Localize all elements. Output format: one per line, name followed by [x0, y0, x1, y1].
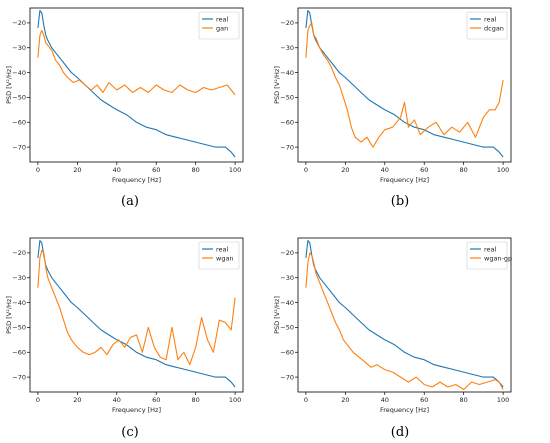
panel-caption-b: (b): [391, 194, 409, 209]
subplot-a: 0 20 40 60 80 100 −20 −30 −40 −50 −60 −70 Frequency …: [5, 7, 244, 209]
x-tick-label: 100: [229, 396, 241, 404]
y-tick-label: −70: [12, 143, 26, 151]
x-tick-label: 0: [304, 166, 308, 174]
y-axis-label: PSD [V²/Hz]: [273, 66, 281, 104]
y-tick-label: −30: [280, 274, 294, 282]
y-tick-label: −50: [280, 324, 294, 332]
y-tick-label: −50: [280, 94, 294, 102]
y-tick-label: −50: [12, 94, 26, 102]
panel-caption-a: (a): [121, 194, 139, 209]
x-tick-label: 20: [341, 396, 349, 404]
y-tick-label: −60: [12, 119, 26, 127]
subplot-b: 0 20 40 60 80 100 −20 −30 −40 −50 −60 −70 Frequency …: [273, 7, 512, 209]
x-axis-label: Frequency [Hz]: [112, 176, 161, 184]
y-axis-label: PSD [V²/Hz]: [5, 296, 13, 334]
x-tick-label: 0: [36, 396, 40, 404]
legend-label: real: [484, 245, 497, 253]
series-line-wgan: [37, 249, 236, 366]
series-line-gan: [37, 29, 236, 96]
x-tick-label: 100: [497, 166, 509, 174]
plot-frame: [297, 237, 512, 393]
plot-frame: [29, 237, 244, 393]
legend-label: dcgan: [484, 24, 504, 32]
x-tick-label: 100: [229, 166, 241, 174]
y-tick-label: −20: [280, 249, 294, 257]
x-tick-label: 80: [192, 396, 200, 404]
x-tick-label: 60: [420, 396, 428, 404]
y-tick-label: −50: [12, 324, 26, 332]
y-tick-label: −20: [280, 19, 294, 27]
x-axis-label: Frequency [Hz]: [380, 406, 429, 414]
legend-label: wgan: [216, 254, 234, 262]
legend-label: gan: [216, 24, 228, 32]
x-tick-label: 80: [460, 166, 468, 174]
legend-label: real: [216, 245, 229, 253]
y-tick-label: −70: [280, 373, 294, 381]
y-tick-label: −60: [280, 349, 294, 357]
series-line-real: [37, 9, 236, 158]
y-tick-label: −70: [280, 143, 294, 151]
legend-label: real: [216, 15, 229, 23]
subplot-d: 0 20 40 60 80 100 −20 −30 −40 −50 −60 −70 Frequency …: [273, 237, 512, 440]
y-tick-label: −30: [12, 44, 26, 52]
y-tick-label: −60: [280, 119, 294, 127]
plot-frame: [297, 7, 512, 163]
panel-caption-c: (c): [121, 425, 138, 440]
series-line-real: [305, 9, 504, 158]
x-tick-label: 40: [381, 166, 389, 174]
y-tick-label: −30: [12, 274, 26, 282]
plot-frame: [29, 7, 244, 163]
y-tick-label: −40: [280, 69, 294, 77]
y-tick-label: −30: [280, 44, 294, 52]
y-axis-label: PSD [V²/Hz]: [5, 66, 13, 104]
legend-label: real: [484, 15, 497, 23]
x-tick-label: 20: [73, 166, 81, 174]
x-tick-label: 60: [152, 396, 160, 404]
series-line-real: [37, 239, 236, 388]
x-axis-label: Frequency [Hz]: [380, 176, 429, 184]
x-tick-label: 60: [152, 166, 160, 174]
y-tick-label: −60: [12, 349, 26, 357]
x-tick-label: 0: [304, 396, 308, 404]
x-tick-label: 80: [192, 166, 200, 174]
x-tick-label: 40: [381, 396, 389, 404]
x-tick-label: 100: [497, 396, 509, 404]
y-tick-label: −70: [12, 373, 26, 381]
x-axis-label: Frequency [Hz]: [112, 406, 161, 414]
y-axis-label: PSD [V²/Hz]: [273, 296, 281, 334]
y-tick-label: −40: [12, 299, 26, 307]
x-tick-label: 0: [36, 166, 40, 174]
x-tick-label: 20: [73, 396, 81, 404]
y-tick-label: −40: [280, 299, 294, 307]
y-tick-label: −20: [12, 19, 26, 27]
x-tick-label: 40: [113, 166, 121, 174]
x-tick-label: 40: [113, 396, 121, 404]
legend-label: wgan-gp: [484, 254, 512, 262]
x-tick-label: 60: [420, 166, 428, 174]
series-line-dcgan: [305, 22, 504, 148]
subplot-c: 0 20 40 60 80 100 −20 −30 −40 −50 −60 −70 Frequency …: [5, 237, 244, 440]
x-tick-label: 80: [460, 396, 468, 404]
x-tick-label: 20: [341, 166, 349, 174]
panel-caption-d: (d): [391, 425, 409, 440]
y-tick-label: −20: [12, 249, 26, 257]
series-line-wgan-gp: [305, 252, 504, 391]
y-tick-label: −40: [12, 69, 26, 77]
